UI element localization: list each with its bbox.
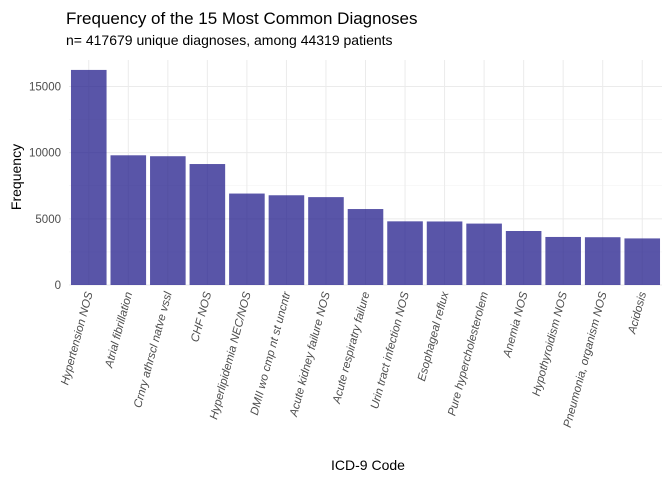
bar: [150, 156, 186, 285]
x-tick-label: Pneumonia, organism NOS: [562, 290, 610, 429]
x-tick-label: Atrial fibrillation: [103, 291, 135, 370]
x-axis-ticks: Hypertension NOS Atrial fibrillationCrnry…: [59, 289, 649, 429]
x-axis-label: ICD-9 Code: [331, 457, 405, 473]
bar: [308, 197, 344, 285]
bar: [624, 238, 661, 285]
bar: [387, 221, 423, 285]
x-tick-label: Hyperlipidemia NEC/NOS: [208, 290, 254, 421]
y-axis-ticks: 0 5000 10000 15000: [29, 81, 61, 292]
x-tick-label: Urin tract infection NOS: [369, 290, 412, 410]
bars: [70, 69, 661, 285]
chart-subtitle: n= 417679 unique diagnoses, among 44319 …: [66, 32, 393, 48]
y-tick-label: 0: [55, 280, 61, 292]
x-tick-label: Crnry athrscl natve vssl: [132, 290, 175, 409]
bar: [584, 237, 621, 285]
bar: [505, 231, 542, 285]
y-tick-label: 15000: [29, 81, 61, 93]
chart-title: Frequency of the 15 Most Common Diagnose…: [66, 9, 418, 28]
bar: [110, 155, 147, 285]
bar: [466, 223, 502, 285]
x-tick-label: Anemia NOS: [501, 290, 530, 359]
x-tick-label: Hypothyroidism NOS: [531, 290, 570, 397]
bar: [70, 69, 107, 285]
bar: [347, 209, 384, 285]
x-tick-label: Acute kidney failure NOS: [288, 290, 333, 418]
x-tick-label: DMII wo cmp nt st uncntr: [249, 290, 294, 417]
y-tick-label: 10000: [29, 148, 61, 160]
bar: [426, 221, 463, 285]
bar: [189, 164, 226, 285]
x-tick-label: Esophageal reflux: [416, 289, 452, 382]
y-axis-label: Frequency: [8, 144, 24, 210]
x-tick-label: Acute respiratry failure: [331, 291, 373, 406]
bar: [268, 195, 305, 285]
bar: [229, 193, 265, 285]
y-tick-label: 5000: [35, 214, 61, 226]
x-tick-label: Pure hypercholesterolem: [446, 290, 491, 417]
bar: [545, 236, 581, 285]
x-tick-label: Hypertension NOS: [59, 290, 95, 386]
x-tick-label: CHF NOS: [189, 290, 214, 343]
x-tick-label: Acidosis: [626, 290, 649, 336]
